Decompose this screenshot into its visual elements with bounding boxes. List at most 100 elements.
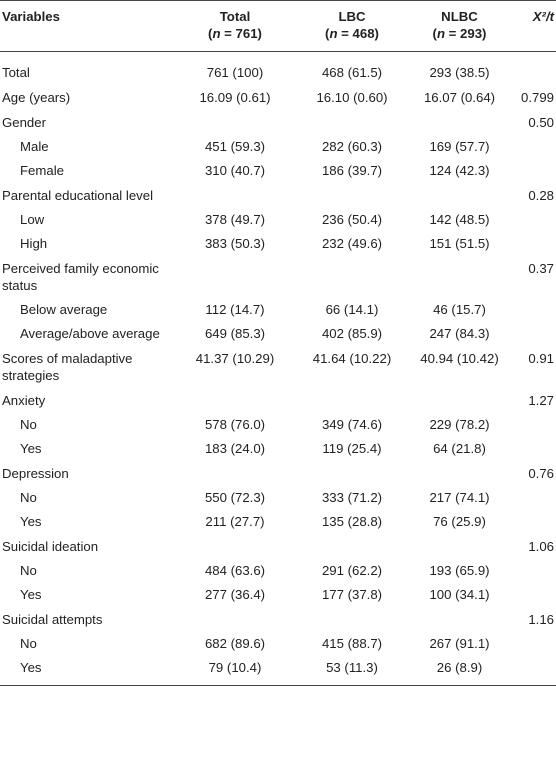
table-row: Yes 211 (27.7) 135 (28.8) 76 (25.9) <box>0 510 556 534</box>
table-row: Depression 0.76 <box>0 461 556 486</box>
cell-nlbc <box>409 607 510 632</box>
cell-lbc: 177 (37.8) <box>321 587 383 602</box>
cell-total: 578 (76.0) <box>204 417 266 432</box>
cell-nlbc: 169 (57.7) <box>429 139 490 154</box>
cell-nlbc: 267 (91.1) <box>429 636 490 651</box>
table-row: High 383 (50.3) 232 (49.6) 151 (51.5) <box>0 232 556 256</box>
table-header: Variables Total (n = 761) LBC (n = 468) … <box>0 0 556 52</box>
cell-total: 383 (50.3) <box>204 236 266 251</box>
header-nlbc: NLBC (n = 293) <box>409 1 510 52</box>
row-label: Yes <box>20 587 42 602</box>
cell-nlbc: 76 (25.9) <box>433 514 486 529</box>
cell-nlbc: 40.94 (10.42) <box>420 351 499 366</box>
row-label: No <box>20 636 37 651</box>
cell-total: 211 (27.7) <box>205 514 265 529</box>
cell-total: 761 (100) <box>206 65 264 80</box>
cell-chi: 0.799 <box>520 90 554 105</box>
cell-total: 277 (36.4) <box>204 587 266 602</box>
row-label: Gender <box>2 115 46 130</box>
table-row: No 682 (89.6) 415 (88.7) 267 (91.1) <box>0 632 556 656</box>
cell-chi <box>510 583 556 607</box>
table-row: Suicidal ideation 1.06 <box>0 534 556 559</box>
header-variables: Variables <box>2 9 60 24</box>
cell-nlbc: 26 (8.9) <box>436 660 483 675</box>
cell-chi: 1.27 <box>528 393 554 408</box>
header-total-label: Total <box>219 9 251 24</box>
row-label: No <box>20 563 37 578</box>
table-row: Parental educational level 0.28 <box>0 183 556 208</box>
cell-lbc: 66 (14.1) <box>325 302 379 317</box>
cell-nlbc <box>409 110 510 135</box>
table-row: Female 310 (40.7) 186 (39.7) 124 (42.3) <box>0 159 556 183</box>
cell-nlbc: 193 (65.9) <box>429 563 490 578</box>
header-total: Total (n = 761) <box>175 1 295 52</box>
row-label: Depression <box>2 466 69 481</box>
cell-total <box>175 534 295 559</box>
table-row: Yes 183 (24.0) 119 (25.4) 64 (21.8) <box>0 437 556 461</box>
cell-total: 79 (10.4) <box>208 660 262 675</box>
table-row: Low 378 (49.7) 236 (50.4) 142 (48.5) <box>0 208 556 232</box>
cell-nlbc <box>409 183 510 208</box>
cell-lbc: 415 (88.7) <box>321 636 383 651</box>
cell-chi: 0.50 <box>528 115 554 130</box>
row-label: Age (years) <box>2 90 71 105</box>
cell-chi <box>510 413 556 437</box>
cell-lbc: 135 (28.8) <box>321 514 383 529</box>
cell-total: 41.37 (10.29) <box>195 351 275 366</box>
row-label: No <box>20 490 37 505</box>
row-label: High <box>20 236 48 251</box>
cell-nlbc: 151 (51.5) <box>429 236 490 251</box>
table-row: No 484 (63.6) 291 (62.2) 193 (65.9) <box>0 559 556 583</box>
row-label: Scores of maladaptive strategies <box>2 351 133 383</box>
cell-nlbc <box>409 461 510 486</box>
table-row: Yes 277 (36.4) 177 (37.8) 100 (34.1) <box>0 583 556 607</box>
cell-lbc: 186 (39.7) <box>321 163 383 178</box>
cell-nlbc <box>409 534 510 559</box>
cell-nlbc: 16.07 (0.64) <box>423 90 496 105</box>
cell-nlbc: 64 (21.8) <box>433 441 486 456</box>
row-label: Yes <box>20 660 42 675</box>
table-row: Anxiety 1.27 <box>0 388 556 413</box>
cell-total: 649 (85.3) <box>204 326 266 341</box>
row-label: Yes <box>20 514 42 529</box>
table-row: Perceived family economic status 0.37 <box>0 256 556 298</box>
cell-chi <box>510 322 556 346</box>
cell-chi <box>510 232 556 256</box>
cell-chi <box>510 159 556 183</box>
cell-lbc: 236 (50.4) <box>321 212 383 227</box>
row-label: No <box>20 417 37 432</box>
cell-total: 682 (89.6) <box>204 636 266 651</box>
cell-lbc: 349 (74.6) <box>321 417 383 432</box>
cell-chi <box>510 656 556 686</box>
cell-nlbc: 217 (74.1) <box>429 490 490 505</box>
row-label: Parental educational level <box>2 188 154 203</box>
cell-total: 451 (59.3) <box>204 139 266 154</box>
cell-lbc: 282 (60.3) <box>321 139 383 154</box>
row-label: Below average <box>20 302 108 317</box>
header-total-n: (n = 761) <box>208 26 262 41</box>
cell-nlbc: 293 (38.5) <box>429 65 490 80</box>
cell-total: 112 (14.7) <box>205 302 265 317</box>
cell-chi <box>510 135 556 159</box>
cell-total <box>175 256 295 298</box>
cell-lbc <box>295 256 409 298</box>
cell-total: 550 (72.3) <box>204 490 266 505</box>
cell-lbc: 41.64 (10.22) <box>312 351 392 366</box>
cell-lbc: 333 (71.2) <box>321 490 383 505</box>
table-row: No 578 (76.0) 349 (74.6) 229 (78.2) <box>0 413 556 437</box>
cell-nlbc: 100 (34.1) <box>429 587 490 602</box>
row-label: Yes <box>20 441 42 456</box>
header-row: Variables Total (n = 761) LBC (n = 468) … <box>0 0 556 52</box>
cell-nlbc: 142 (48.5) <box>429 212 490 227</box>
cell-nlbc: 229 (78.2) <box>429 417 490 432</box>
cell-lbc <box>295 461 409 486</box>
table-row: Suicidal attempts 1.16 <box>0 607 556 632</box>
table-row: Average/above average 649 (85.3) 402 (85.9… <box>0 322 556 346</box>
table-body: Total 761 (100) 468 (61.5) 293 (38.5) Age (y… <box>0 52 556 686</box>
cell-total <box>175 110 295 135</box>
cell-chi <box>510 208 556 232</box>
cell-chi <box>510 510 556 534</box>
cell-nlbc: 46 (15.7) <box>433 302 486 317</box>
cell-total: 378 (49.7) <box>204 212 266 227</box>
